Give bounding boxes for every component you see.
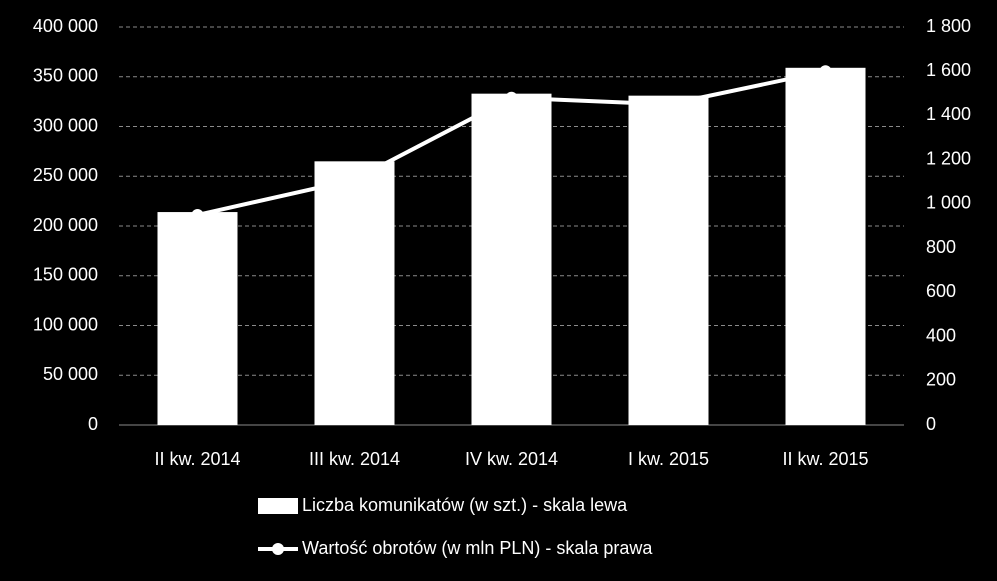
y2-tick-label: 400 <box>926 325 956 345</box>
legend-swatch <box>258 498 298 514</box>
legend-label: Wartość obrotów (w mln PLN) - skala praw… <box>302 538 653 558</box>
bar <box>157 212 238 425</box>
bar <box>314 161 395 425</box>
bar <box>785 67 866 426</box>
bar <box>628 95 709 425</box>
legend-marker <box>272 543 284 555</box>
marker <box>348 173 361 186</box>
y2-tick-label: 600 <box>926 281 956 301</box>
y-tick-label: 250 000 <box>33 165 98 185</box>
x-tick-label: III kw. 2014 <box>309 449 400 469</box>
y-tick-label: 0 <box>88 414 98 434</box>
y2-tick-label: 1 400 <box>926 104 971 124</box>
y2-tick-label: 1 800 <box>926 16 971 36</box>
y-tick-label: 50 000 <box>43 364 98 384</box>
y-tick-label: 200 000 <box>33 215 98 235</box>
x-tick-label: II kw. 2015 <box>782 449 868 469</box>
y-tick-label: 400 000 <box>33 16 98 36</box>
y-tick-label: 350 000 <box>33 66 98 86</box>
y-tick-label: 300 000 <box>33 115 98 135</box>
x-tick-label: II kw. 2014 <box>154 449 240 469</box>
x-tick-label: IV kw. 2014 <box>465 449 558 469</box>
y-tick-label: 100 000 <box>33 314 98 334</box>
y2-tick-label: 1 000 <box>926 193 971 213</box>
y2-tick-label: 200 <box>926 370 956 390</box>
legend-label: Liczba komunikatów (w szt.) - skala lewa <box>302 495 628 515</box>
y2-tick-label: 0 <box>926 414 936 434</box>
marker <box>662 98 675 111</box>
y2-tick-label: 800 <box>926 237 956 257</box>
marker <box>191 208 204 221</box>
y2-tick-label: 1 600 <box>926 60 971 80</box>
marker <box>505 91 518 104</box>
y-tick-label: 150 000 <box>33 265 98 285</box>
bar <box>471 93 552 425</box>
y2-tick-label: 1 200 <box>926 148 971 168</box>
marker <box>819 65 832 78</box>
x-tick-label: I kw. 2015 <box>628 449 709 469</box>
